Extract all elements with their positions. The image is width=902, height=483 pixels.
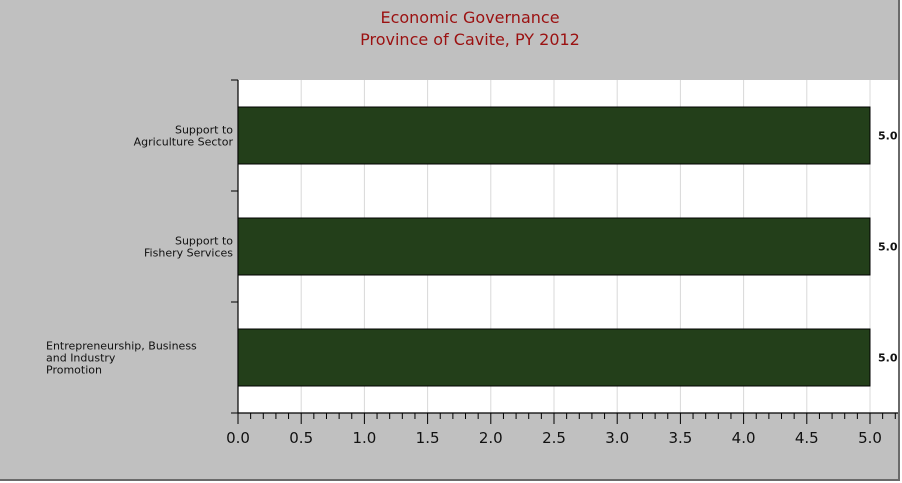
chart-subtitle: Province of Cavite, PY 2012 xyxy=(360,30,580,49)
x-tick-label: 2.5 xyxy=(542,429,566,447)
x-tick-label: 1.5 xyxy=(416,429,440,447)
data-label: 5.00 xyxy=(878,130,898,143)
bar xyxy=(237,328,871,387)
category-label: Fishery Services xyxy=(144,247,233,260)
x-tick-label: 4.5 xyxy=(795,429,819,447)
x-tick-label: 5.0 xyxy=(858,429,882,447)
x-tick-label: 3.5 xyxy=(668,429,692,447)
bar xyxy=(237,217,871,276)
category-label: and Industry xyxy=(46,352,116,365)
data-label: 5.00 xyxy=(878,352,898,365)
category-label: Promotion xyxy=(46,364,102,377)
category-label: Agriculture Sector xyxy=(134,136,234,149)
bar xyxy=(237,106,871,165)
data-label: 5.00 xyxy=(878,241,898,254)
x-tick-label: 4.0 xyxy=(732,429,756,447)
category-label: Entrepreneurship, Business xyxy=(46,340,197,353)
category-label: Support to xyxy=(175,124,233,137)
category-label: Support to xyxy=(175,235,233,248)
chart-title-block: Economic Governance Province of Cavite, … xyxy=(0,7,898,51)
x-tick-label: 1.0 xyxy=(352,429,376,447)
chart-title: Economic Governance xyxy=(380,8,560,27)
x-tick-label: 2.0 xyxy=(479,429,503,447)
x-tick-label: 0.0 xyxy=(226,429,250,447)
x-tick-label: 3.0 xyxy=(605,429,629,447)
x-tick-label: 0.5 xyxy=(289,429,313,447)
